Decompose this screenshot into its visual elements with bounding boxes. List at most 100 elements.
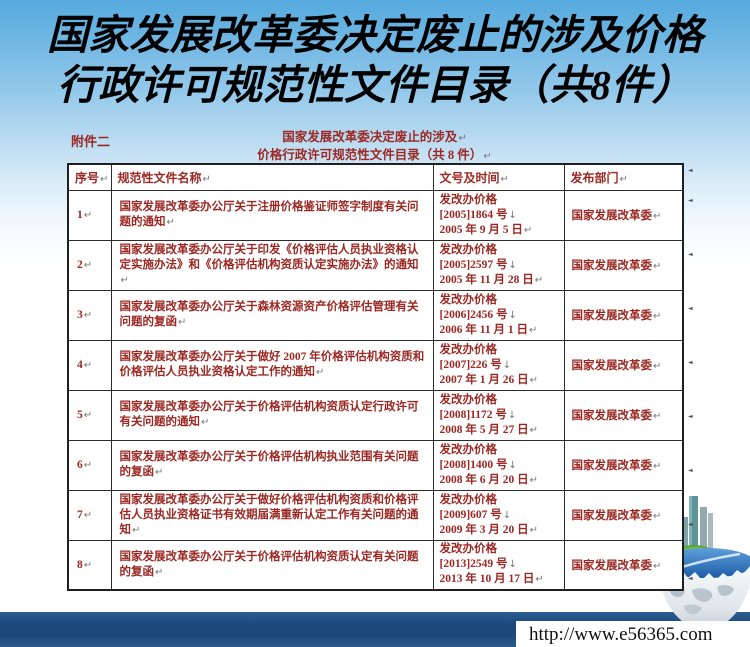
- row-number: 3: [77, 309, 83, 321]
- cell-end-mark: ◄: [688, 575, 693, 582]
- line-break-mark: ↓: [502, 359, 512, 371]
- doc-issuer-line: 发改办价格: [440, 443, 558, 458]
- header-name-label: 规范性文件名称: [117, 170, 202, 185]
- table-row: 3↵ 国家发展改革委办公厅关于森林资源资产价格评估管理有关问题的复函↵ 发改办价…: [67, 289, 684, 341]
- attachment-label: 附件二: [71, 134, 111, 149]
- paragraph-mark: ↵: [132, 524, 141, 536]
- document-name: 国家发展改革委办公厅关于印发《价格评估人员执业资格认定实施办法》和《价格评估机构…: [119, 243, 419, 271]
- document-name: 国家发展改革委办公厅关于价格评估机构资质认定有关问题的复函: [119, 550, 419, 578]
- paragraph-mark: ↵: [83, 210, 93, 221]
- doc-number-line: [2008]1172 号↓: [440, 408, 558, 423]
- paragraph-mark: ↵: [653, 560, 662, 572]
- paragraph-mark: ↵: [619, 173, 628, 185]
- doc-date: 2007 年 1 月 26 日: [439, 373, 529, 386]
- cell-dept: 国家发展改革委↵: [563, 489, 684, 541]
- doc-issuer-line: 发改办价格: [440, 493, 558, 508]
- table-row: 5↵ 国家发展改革委办公厅关于价格评估机构资质认定行政许可有关问题的通知↵ 发改…: [67, 389, 684, 441]
- cell-docno: 发改办价格 [2009]607 号↓ 2009 年 3 月 20 日↵: [432, 489, 565, 541]
- watermark-url-box: http://www.e56365.com: [516, 621, 750, 647]
- doc-issuer-line: 发改办价格: [440, 343, 558, 358]
- paragraph-mark: ↵: [653, 261, 662, 272]
- cell-docno: 发改办价格 [2005]1864 号↓ 2005 年 9 月 5 日↵: [432, 189, 565, 241]
- issuing-department: 国家发展改革委: [571, 260, 653, 272]
- row-number: 5: [77, 409, 83, 421]
- doc-issuer-line: 发改办价格: [440, 293, 558, 308]
- paragraph-mark: ↵: [120, 274, 129, 286]
- doc-number-line: [2006]2456 号↓: [440, 308, 558, 323]
- cell-name: 国家发展改革委办公厅关于价格评估机构资质认定行政许可有关问题的通知↵: [110, 389, 434, 441]
- slide-title-line1: 国家发展改革委决定废止的涉及价格: [47, 12, 703, 58]
- doc-number-line: [2005]2597 号↓: [440, 258, 558, 273]
- doc-number-line: [2013]2549 号↓: [440, 557, 558, 572]
- cell-dept: 国家发展改革委↵: [563, 539, 684, 591]
- cell-end-mark: ◄: [688, 251, 693, 258]
- doc-number-line: [2009]607 号↓: [440, 508, 558, 523]
- table-body: 1↵ 国家发展改革委办公厅关于注册价格鉴证师签字制度有关问题的通知↵ 发改办价格…: [67, 189, 684, 591]
- paragraph-mark: ↵: [500, 173, 509, 185]
- cell-name: 国家发展改革委办公厅关于价格评估机构执业范围有关问题的复函↵: [110, 439, 434, 491]
- issuing-department: 国家发展改革委: [571, 410, 653, 422]
- slide-title-line2: 行政许可规范性文件目录（共8件）: [57, 62, 693, 108]
- cell-end-mark: ◄: [688, 413, 693, 420]
- paragraph-mark: ↵: [529, 424, 539, 436]
- issuing-department: 国家发展改革委: [571, 460, 653, 472]
- paragraph-mark: ↵: [653, 361, 662, 372]
- issuing-department: 国家发展改革委: [571, 360, 653, 372]
- paragraph-mark: ↵: [83, 310, 93, 321]
- cell-name: 国家发展改革委办公厅关于注册价格鉴证师签字制度有关问题的通知↵: [110, 189, 434, 241]
- paragraph-mark: ↵: [83, 360, 93, 371]
- cell-dept: 国家发展改革委↵: [563, 189, 684, 241]
- line-break-mark: ↓: [508, 209, 517, 221]
- paragraph-mark: ↵: [529, 524, 539, 536]
- cell-name: 国家发展改革委办公厅关于做好 2007 年价格评估机构资质和价格评估人员执业资格…: [110, 339, 434, 391]
- cell-end-mark: ◄: [688, 467, 693, 474]
- cell-docno: 发改办价格 [2007]226 号↓ 2007 年 1 月 26 日↵: [432, 339, 565, 391]
- doc-issuer-line: 发改办价格: [440, 393, 558, 408]
- doc-issuer-line: 发改办价格: [440, 542, 558, 557]
- cell-no: 8↵: [67, 539, 112, 591]
- paragraph-mark: ↵: [535, 574, 544, 586]
- doc-number: [2005]2597 号: [439, 258, 508, 271]
- doc-date-line: 2013 年 10 月 17 日↵: [440, 572, 558, 587]
- cell-docno: 发改办价格 [2008]1400 号↓ 2008 年 6 月 20 日↵: [432, 439, 565, 491]
- document-title-text2: 价格行政许可规范性文件目录（共 8 件）: [257, 148, 483, 162]
- document-title: 国家发展改革委决定废止的涉及↵ 价格行政许可规范性文件目录（共 8 件）↵: [67, 129, 682, 165]
- doc-number: [2013]2549 号: [439, 558, 508, 571]
- table-row: 8↵ 国家发展改革委办公厅关于价格评估机构资质认定有关问题的复函↵ 发改办价格 …: [67, 539, 684, 591]
- cell-name: 国家发展改革委办公厅关于做好价格评估机构资质和价格评估人员执业资格证书有效期届满…: [110, 489, 434, 541]
- paragraph-mark: ↵: [483, 151, 492, 162]
- cell-no: 2↵: [67, 239, 112, 291]
- document-scan: 附件二 国家发展改革委决定废止的涉及↵ 价格行政许可规范性文件目录（共 8 件）…: [0, 118, 750, 598]
- header-name: 规范性文件名称↵: [110, 163, 434, 191]
- header-no-label: 序号: [75, 170, 100, 185]
- header-no: 序号↵: [67, 163, 112, 191]
- paragraph-mark: ↵: [534, 274, 544, 286]
- cell-no: 5↵: [67, 389, 112, 441]
- doc-issuer: 发改办价格: [439, 243, 498, 256]
- doc-number: [2008]1172 号: [439, 408, 507, 421]
- doc-issuer: 发改办价格: [439, 493, 498, 506]
- doc-date-line: 2005 年 9 月 5 日↵: [440, 223, 558, 238]
- document-title-line2: 价格行政许可规范性文件目录（共 8 件）↵: [67, 147, 682, 165]
- doc-issuer-line: 发改办价格: [440, 243, 558, 258]
- document-name: 国家发展改革委办公厅关于注册价格鉴证师签字制度有关问题的通知: [119, 201, 419, 228]
- cell-name: 国家发展改革委办公厅关于印发《价格评估人员执业资格认定实施办法》和《价格评估机构…: [110, 239, 434, 291]
- doc-number: [2006]2456 号: [439, 308, 508, 321]
- paragraph-mark: ↵: [202, 173, 211, 185]
- line-break-mark: ↓: [507, 409, 517, 421]
- table-row: 6↵ 国家发展改革委办公厅关于价格评估机构执业范围有关问题的复函↵ 发改办价格 …: [67, 439, 684, 491]
- row-number: 7: [77, 509, 83, 521]
- row-end-marks: ◄ ◄ ◄ ◄ ◄ ◄ ◄ ◄ ◄: [688, 163, 693, 625]
- cell-end-mark: ◄: [688, 359, 693, 366]
- doc-number-line: [2008]1400 号↓: [440, 458, 558, 473]
- paragraph-mark: ↵: [316, 367, 325, 378]
- doc-number: [2007]226 号: [439, 358, 502, 371]
- row-number: 4: [77, 359, 83, 371]
- header-docno-label: 文号及时间: [439, 170, 500, 185]
- doc-issuer: 发改办价格: [439, 343, 498, 356]
- table-row: 1↵ 国家发展改革委办公厅关于注册价格鉴证师签字制度有关问题的通知↵ 发改办价格…: [67, 189, 684, 241]
- cell-end-mark: ◄: [688, 521, 693, 528]
- document-name: 国家发展改革委办公厅关于做好价格评估机构资质和价格评估人员执业资格证书有效期届满…: [119, 493, 419, 536]
- doc-number-line: [2005]1864 号↓: [440, 208, 558, 223]
- issuing-department: 国家发展改革委: [571, 310, 653, 322]
